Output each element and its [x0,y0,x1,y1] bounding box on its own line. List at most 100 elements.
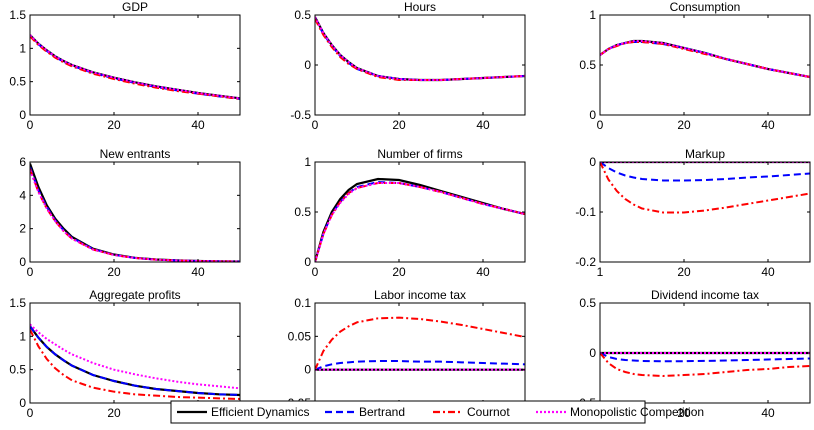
legend-label-bertrand: Bertrand [359,405,405,419]
y-tick-label: 0.5 [9,75,26,89]
series-line-efficient-dynamics [30,163,240,262]
series-line-efficient-dynamics [315,16,525,82]
plot-frame [29,302,241,404]
y-tick-label: 4 [19,188,26,202]
series-line-efficient-dynamics [30,34,240,100]
panel-markup: 1 20 40 -0.2 -0.1 0 Markup [575,147,811,279]
series-line-monopolistic-competition [315,182,525,262]
y-tick-label: 0 [19,108,26,122]
series-line-bertrand [30,166,240,262]
x-tick-label: 40 [761,265,775,279]
plot-frame [29,161,241,263]
x-tick-label: 20 [677,118,691,132]
panel-gdp: 0 20 40 0 0.5 1 1.5 GDP [9,0,241,132]
y-tick-label: 0.5 [294,205,311,219]
panel-title: Consumption [670,0,741,14]
x-tick-label: 40 [476,118,490,132]
legend-box [170,400,646,424]
x-tick-label: 40 [191,265,205,279]
y-tick-label: 1.5 [9,8,26,22]
series-line-bertrand [315,360,525,371]
series-line-monopolistic-competition [315,16,525,81]
y-tick-label: -0.2 [575,255,596,269]
x-tick-label: 40 [761,406,775,420]
series-line-cournot [30,329,240,400]
panel-title: New entrants [100,147,171,161]
x-tick-label: 0 [312,118,319,132]
y-tick-label: 0.5 [579,58,596,72]
y-tick-label: 1.5 [9,296,26,310]
series-line-cournot [600,162,810,214]
panel-title: Markup [685,147,725,161]
panel-title: Aggregate profits [89,288,180,302]
plot-frame [314,14,526,116]
series-line-bertrand [600,352,810,363]
y-tick-label: 1 [304,155,311,169]
series-line-cournot [600,352,810,378]
series-line-cournot [30,168,240,262]
panel-title: GDP [122,0,148,14]
series-line-monopolistic-competition [30,34,240,100]
y-tick-label: 0.1 [294,296,311,310]
series-line-monopolistic-competition [600,40,810,78]
series-line-bertrand [315,17,525,81]
y-tick-label: 2 [19,222,26,236]
panel-number-of-firms: 0 20 40 0 0.5 1 Number of firms [294,147,526,279]
x-tick-label: 20 [392,265,406,279]
y-tick-label: 1 [589,8,596,22]
y-tick-label: -0.5 [290,108,311,122]
series-line-monopolistic-competition [30,169,240,262]
plot-frame [599,14,811,116]
plot-frame [314,302,526,404]
series-line-bertrand [30,34,240,100]
y-tick-label: 0.05 [288,329,312,343]
x-tick-label: 40 [761,118,775,132]
panel-title: Number of firms [377,147,462,161]
y-tick-label: 0 [304,363,311,377]
series-line-cournot [30,35,240,100]
y-tick-label: 0.5 [294,8,311,22]
legend-label-efficient-dynamics: Efficient Dynamics [211,405,309,419]
panel-title: Hours [404,0,436,14]
y-tick-label: 0 [19,255,26,269]
x-tick-label: 0 [27,265,34,279]
x-tick-label: 0 [27,118,34,132]
y-tick-label: 0 [19,396,26,410]
series-line-monopolistic-competition [30,323,240,390]
x-tick-label: 40 [191,118,205,132]
legend-label-monopolistic-competition: Monopolistic Competition [570,405,704,419]
x-tick-label: 20 [677,406,691,420]
panel-new-entrants: 0 20 40 0 2 4 6 New entrants [19,147,241,279]
x-tick-label: 0 [312,265,319,279]
plot-frame [314,161,526,263]
x-tick-label: 20 [107,406,121,420]
x-tick-label: 0 [597,118,604,132]
series-line-bertrand [600,162,810,182]
series-line-bertrand [30,325,240,396]
legend: Efficient Dynamics Bertrand Cournot Monopol… [170,400,704,424]
series-line-efficient-dynamics [315,177,525,262]
y-tick-label: 0 [304,255,311,269]
x-tick-label: 20 [107,265,121,279]
y-tick-label: 6 [19,155,26,169]
y-tick-label: 0.5 [9,363,26,377]
y-tick-label: -0.1 [575,205,596,219]
y-tick-label: 1 [19,329,26,343]
x-tick-label: 20 [392,118,406,132]
x-tick-label: 20 [107,118,121,132]
series-line-cournot [315,18,525,81]
panel-title: Labor income tax [374,288,466,302]
panel-title: Dividend income tax [651,288,759,302]
y-tick-label: 0 [589,346,596,360]
plot-frame [29,14,241,116]
x-tick-label: 1 [597,265,604,279]
y-tick-label: 0 [589,155,596,169]
y-tick-label: 0 [589,108,596,122]
legend-label-cournot: Cournot [467,405,510,419]
panel-consumption: 0 20 40 0 0.5 1 Consumption [579,0,811,132]
y-tick-label: 0 [304,58,311,72]
